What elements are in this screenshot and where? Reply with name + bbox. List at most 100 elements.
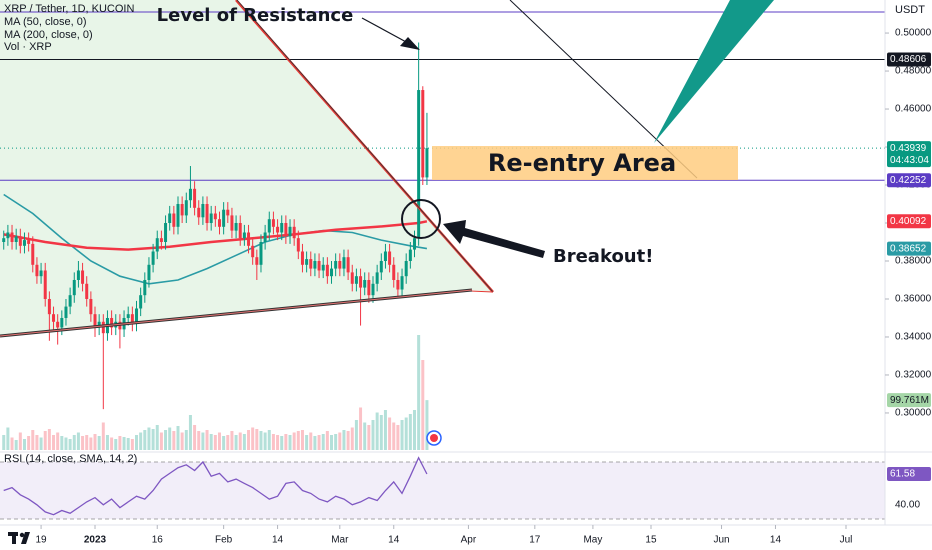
x-tick-label: 19	[36, 535, 48, 546]
volume-bar	[139, 432, 143, 450]
volume-bar	[296, 431, 300, 450]
candle-body	[89, 298, 93, 315]
candle-body	[151, 251, 155, 265]
volume-bar	[209, 434, 213, 450]
volume-bar	[205, 430, 209, 450]
y-tick-label: 0.30000	[895, 408, 932, 419]
candle-body	[193, 188, 197, 208]
volume-bar	[251, 427, 255, 450]
candle-body	[354, 276, 358, 284]
volume-bar	[43, 431, 47, 450]
logo-part	[21, 532, 30, 544]
ma-line	[3, 193, 428, 285]
volume-bar	[10, 437, 14, 450]
candle-body	[338, 260, 342, 269]
event-icon	[426, 430, 442, 446]
volume-bar	[2, 435, 6, 450]
y-tick-label: 0.46000	[895, 104, 932, 115]
candle-body	[313, 260, 317, 269]
candle-body	[276, 226, 280, 233]
candle-body	[247, 232, 251, 246]
candle-body	[97, 321, 101, 328]
volume-bar	[172, 431, 176, 450]
volume-bar	[201, 432, 205, 450]
volume-bar	[126, 438, 130, 450]
candle-body	[400, 276, 404, 290]
volume-bar	[255, 429, 259, 450]
volume-bar	[359, 407, 363, 450]
volume-bar	[130, 439, 134, 450]
price-badge	[887, 214, 931, 229]
candle-body	[242, 232, 246, 239]
candle-body	[43, 270, 47, 299]
currency-label: USDT	[895, 4, 925, 16]
volume-bar	[412, 410, 416, 450]
candle-body	[388, 251, 392, 265]
volume-bar	[93, 434, 97, 450]
candle-body	[130, 314, 134, 324]
volume-bar	[105, 435, 109, 450]
candle-body	[205, 204, 209, 224]
volume-bar	[367, 425, 371, 450]
candle-body	[222, 209, 226, 227]
volume-bar	[288, 435, 292, 450]
candle-body	[184, 200, 188, 216]
volume-bar	[388, 417, 392, 450]
candle-body	[56, 321, 60, 328]
candle-body	[72, 279, 76, 296]
volume-bar	[188, 415, 192, 450]
y-tick-label: 0.38000	[895, 256, 932, 267]
volume-bar	[168, 427, 172, 450]
triangle-edge	[469, 290, 494, 293]
volume-bar	[151, 429, 155, 450]
volume-bar	[421, 360, 425, 450]
candle-body	[317, 260, 321, 271]
volume-bar	[280, 436, 284, 450]
volume-bar	[238, 432, 242, 450]
candle-body	[325, 264, 329, 277]
volume-bar	[22, 439, 26, 450]
candle-body	[64, 306, 68, 318]
candle-body	[135, 308, 139, 324]
breakout-circle	[401, 199, 441, 239]
volume-bar	[342, 430, 346, 450]
volume-bar	[363, 422, 367, 450]
candle-body	[230, 215, 234, 231]
candle-body	[68, 295, 72, 307]
trendline-inner	[236, 0, 494, 293]
x-tick-label: 14	[770, 535, 782, 546]
candle-body	[383, 251, 387, 261]
candle-body	[342, 257, 346, 269]
x-tick-label: Feb	[215, 535, 233, 546]
x-tick-label: May	[583, 535, 602, 546]
candle-body	[22, 240, 26, 246]
price-badge-label: 0.43939	[890, 143, 927, 154]
volume-bar	[47, 429, 51, 450]
candle-body	[305, 259, 309, 265]
y-tick-label: 0.34000	[895, 332, 932, 343]
volume-bar	[6, 427, 10, 450]
countdown: 04:43:04	[890, 155, 929, 166]
symbol-title: XRP / Tether, 1D, KUCOIN	[4, 3, 134, 15]
candle-body	[147, 264, 151, 280]
volume-bar	[321, 434, 325, 450]
candle-body	[288, 226, 292, 237]
price-badge	[887, 141, 931, 168]
volume-bar	[81, 436, 85, 450]
candle-body	[238, 223, 242, 239]
candle-body	[6, 232, 10, 239]
price-badge	[887, 466, 931, 481]
candle-body	[209, 213, 213, 224]
candle-body	[81, 270, 85, 284]
candle-body	[93, 314, 97, 328]
volume-bar	[159, 432, 163, 450]
volume-bar	[375, 412, 379, 450]
candle-body	[213, 213, 217, 220]
background-layer	[0, 0, 885, 520]
volume-bar	[396, 425, 400, 450]
candle-body	[408, 249, 412, 261]
legend: XRP / Tether, 1D, KUCOIN MA (50, close, …	[4, 3, 137, 465]
candle-body	[76, 270, 80, 280]
volume-bar	[155, 425, 159, 450]
price-badge-label: 0.42252	[890, 175, 927, 186]
